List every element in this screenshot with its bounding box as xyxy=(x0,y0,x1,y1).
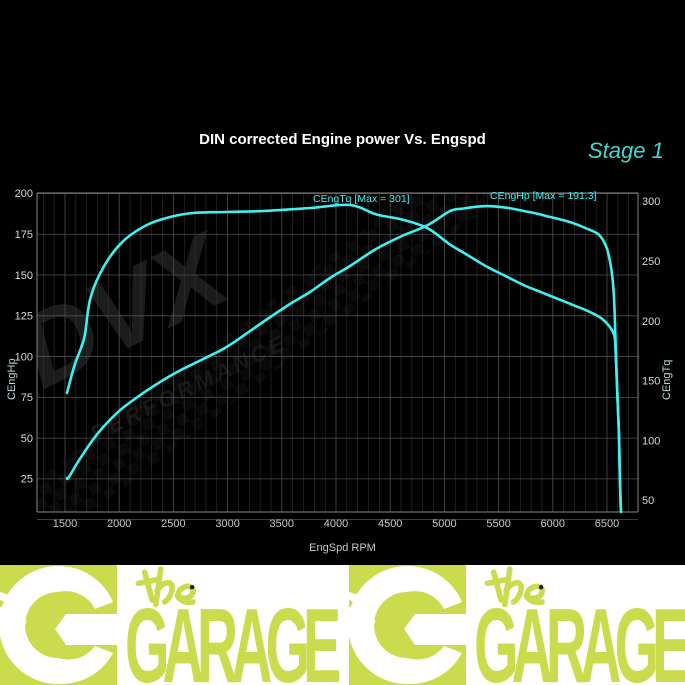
svg-text:100: 100 xyxy=(642,436,660,448)
svg-text:3000: 3000 xyxy=(215,518,239,530)
svg-text:200: 200 xyxy=(15,188,33,200)
svg-text:300: 300 xyxy=(642,196,660,208)
svg-text:150: 150 xyxy=(15,270,33,282)
svg-text:50: 50 xyxy=(21,433,33,445)
svg-text:25: 25 xyxy=(21,474,33,486)
svg-text:175: 175 xyxy=(15,229,33,241)
svg-text:2500: 2500 xyxy=(161,518,185,530)
svg-text:6500: 6500 xyxy=(595,518,619,530)
svg-text:50: 50 xyxy=(642,495,654,507)
svg-text:CEngHp [Max = 191.3]: CEngHp [Max = 191.3] xyxy=(490,190,597,202)
svg-text:CEngTq [Max = 301]: CEngTq [Max = 301] xyxy=(313,193,410,205)
svg-text:75: 75 xyxy=(21,392,33,404)
svg-text:5500: 5500 xyxy=(486,518,510,530)
svg-text:1500: 1500 xyxy=(53,518,77,530)
svg-text:150: 150 xyxy=(642,376,660,388)
svg-text:200: 200 xyxy=(642,316,660,328)
svg-text:4000: 4000 xyxy=(324,518,348,530)
svg-text:5000: 5000 xyxy=(432,518,456,530)
svg-text:4500: 4500 xyxy=(378,518,402,530)
svg-text:3500: 3500 xyxy=(270,518,294,530)
svg-text:125: 125 xyxy=(15,311,33,323)
svg-text:2000: 2000 xyxy=(107,518,131,530)
svg-text:6000: 6000 xyxy=(541,518,565,530)
svg-text:250: 250 xyxy=(642,256,660,268)
